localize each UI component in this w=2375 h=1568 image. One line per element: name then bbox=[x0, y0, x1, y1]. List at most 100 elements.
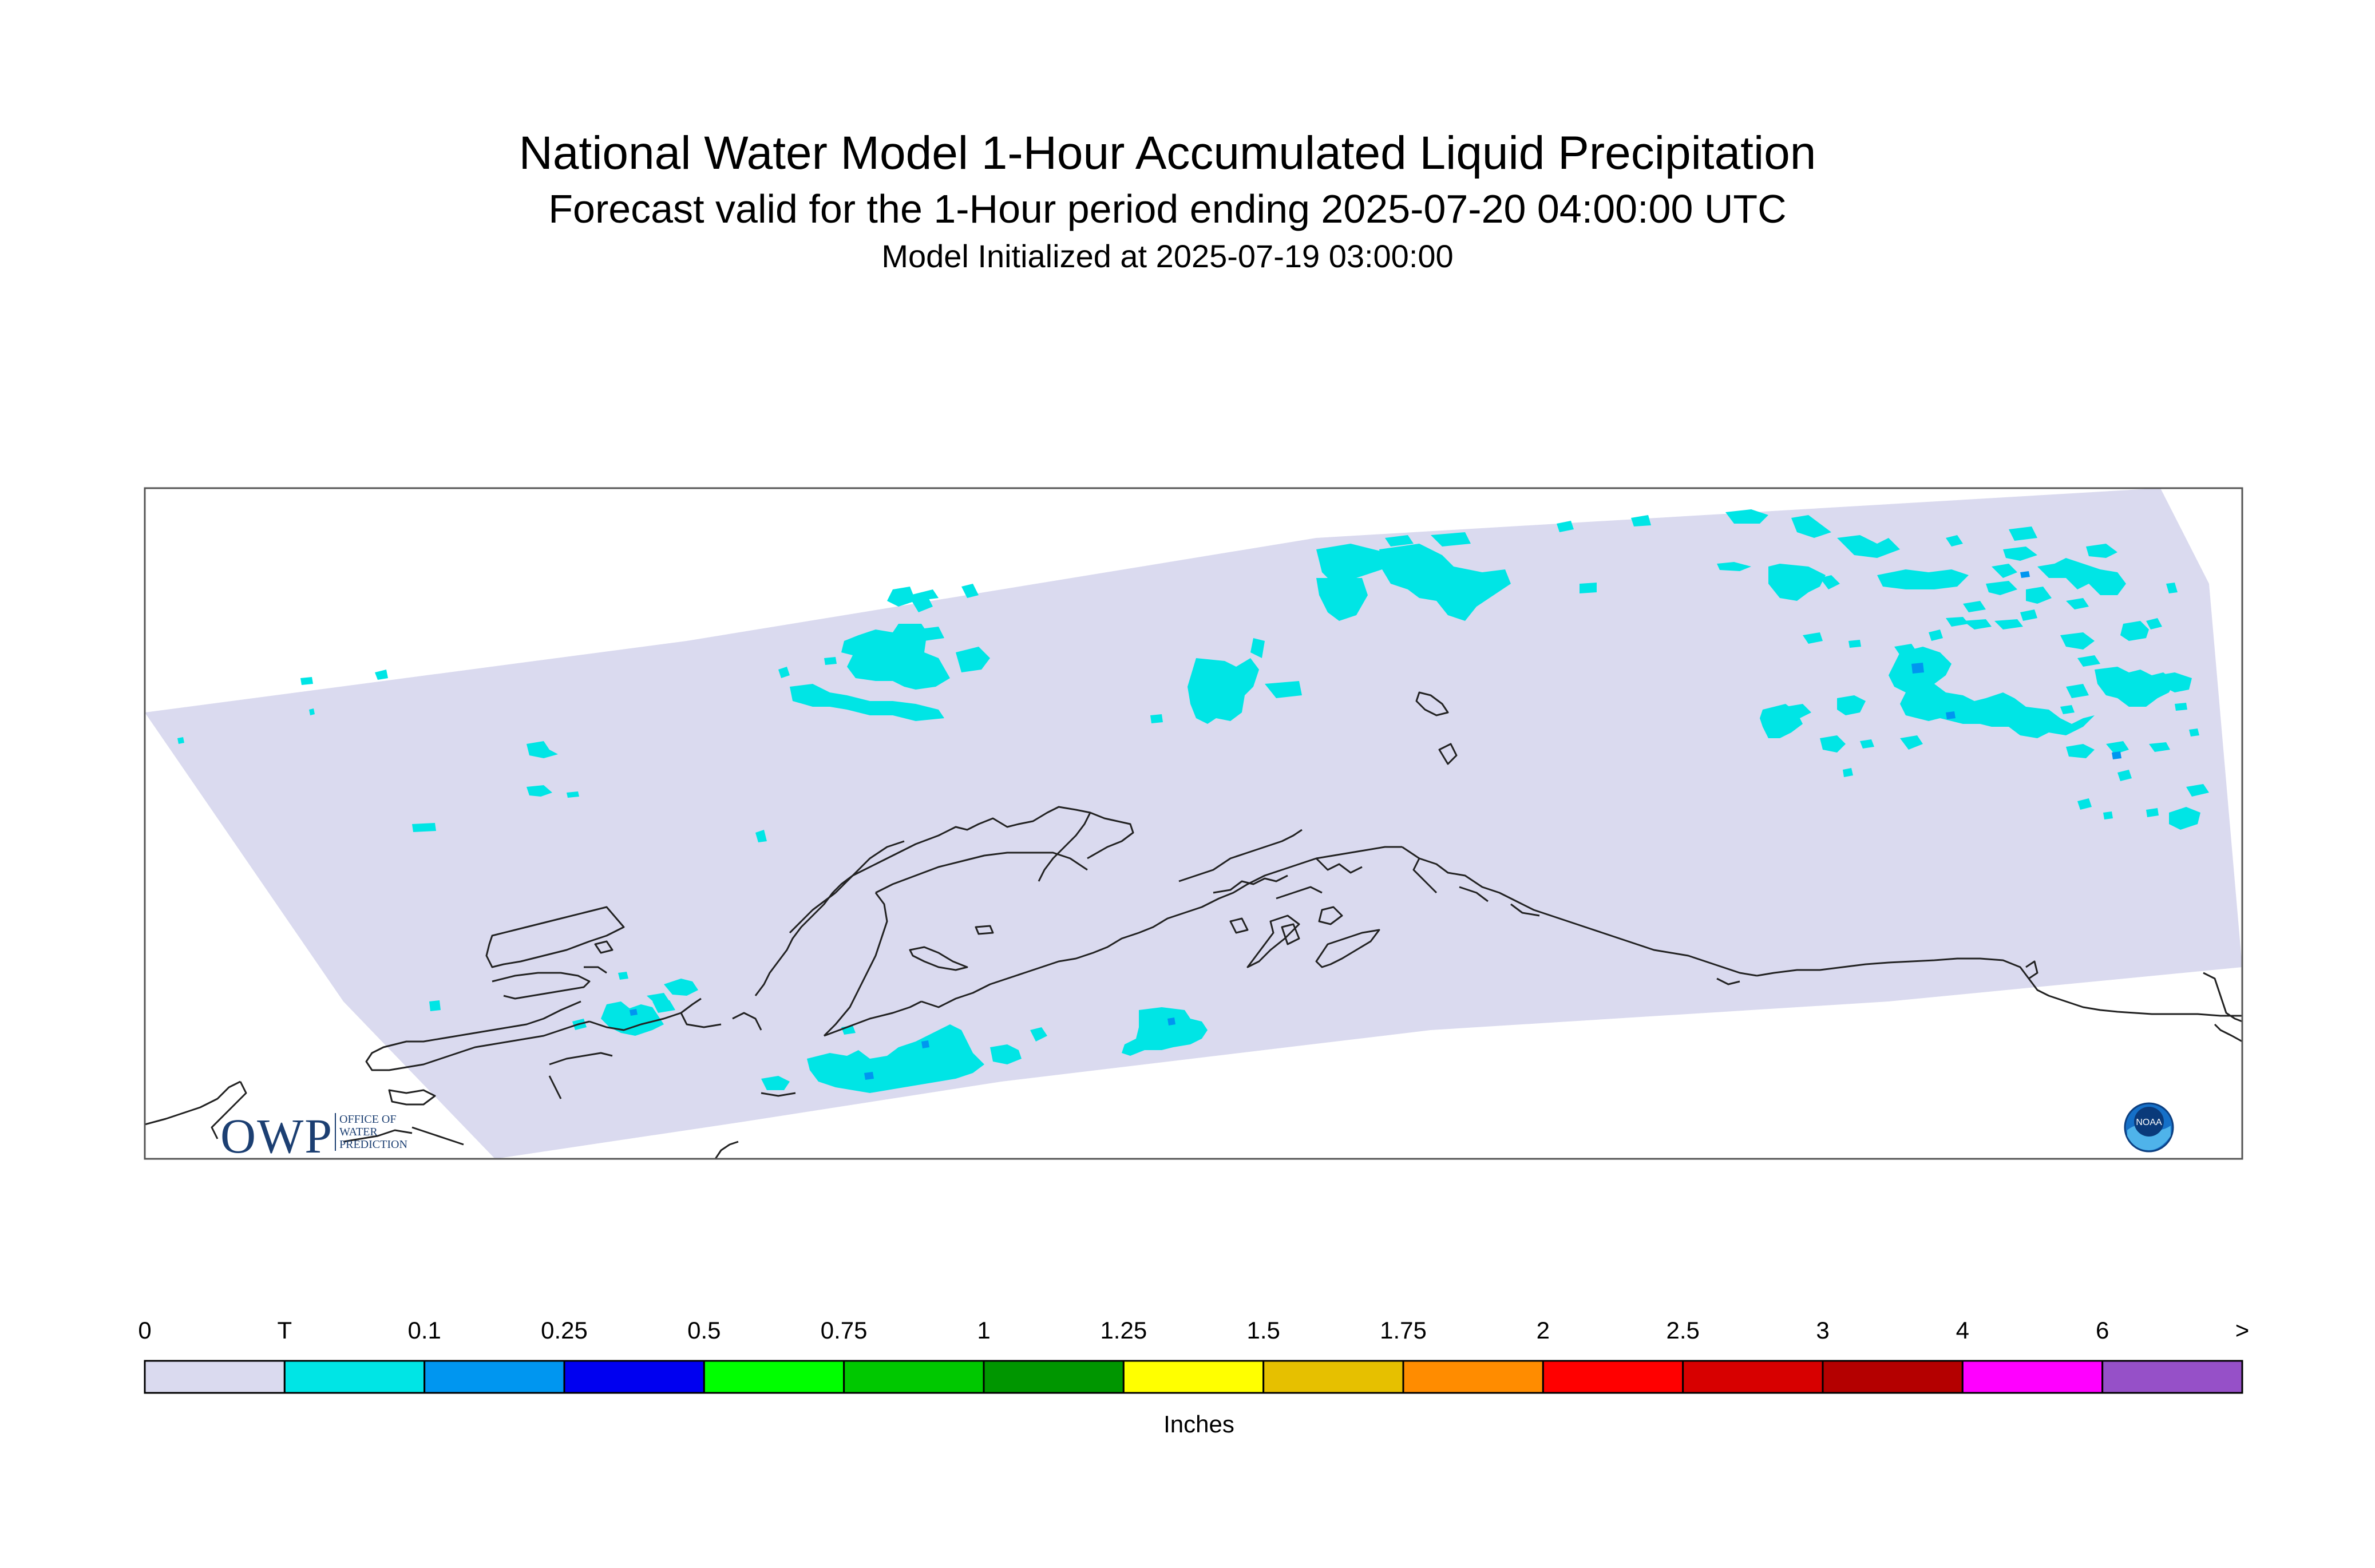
precip-cell bbox=[1631, 515, 1651, 526]
precip-cell bbox=[2175, 703, 2187, 711]
coastline bbox=[824, 1000, 922, 1037]
coastline bbox=[732, 1012, 762, 1031]
precip-cell bbox=[1820, 735, 1846, 753]
coastline bbox=[2214, 1023, 2242, 1043]
coastline bbox=[921, 846, 1402, 1008]
colorbar-tick-label: 0.75 bbox=[820, 1317, 868, 1344]
coastline bbox=[492, 972, 591, 1000]
coastline bbox=[411, 1126, 464, 1146]
colorbar-swatch bbox=[283, 1360, 426, 1394]
coastline bbox=[388, 1089, 436, 1106]
precip-cell bbox=[1992, 564, 2017, 578]
coastline bbox=[1229, 917, 1249, 934]
precip-cell bbox=[778, 667, 790, 678]
coastline bbox=[1276, 886, 1323, 900]
precip-cell bbox=[910, 589, 939, 601]
coastline bbox=[1281, 923, 1300, 945]
precip-cell bbox=[921, 1040, 929, 1048]
precip-cell bbox=[1911, 663, 1924, 674]
precip-cell bbox=[1786, 704, 1811, 718]
precip-cell bbox=[1167, 1017, 1175, 1025]
model-init-text: Model Initialized at 2025-07-19 03:00:00 bbox=[881, 238, 1454, 274]
precip-cell bbox=[1803, 632, 1823, 644]
precip-cell bbox=[2077, 798, 2092, 810]
precip-cell bbox=[2103, 811, 2113, 819]
precip-cell bbox=[824, 657, 837, 665]
coastline bbox=[680, 1012, 722, 1028]
coastline bbox=[1038, 812, 1091, 882]
colorbar-tick-label: T bbox=[277, 1317, 292, 1344]
colorbar-tick-label: > bbox=[2235, 1317, 2250, 1344]
colorbar-tick-label: 0.25 bbox=[541, 1317, 588, 1344]
coastline bbox=[485, 906, 625, 968]
precip-cell bbox=[300, 677, 313, 685]
precip-cell bbox=[1837, 695, 1866, 715]
coastline bbox=[754, 806, 1134, 996]
owp-line-3: PREDICTION bbox=[339, 1138, 407, 1151]
precip-trace-cells bbox=[177, 509, 2209, 1093]
owp-logo-text: OWP bbox=[220, 1108, 334, 1163]
coastline bbox=[875, 852, 1088, 894]
colorbar-swatch bbox=[2101, 1360, 2243, 1394]
precip-cell bbox=[618, 972, 628, 980]
coastline bbox=[1510, 903, 1540, 917]
coastline bbox=[2025, 960, 2038, 980]
coastline bbox=[584, 966, 607, 974]
precip-cell bbox=[2060, 705, 2075, 714]
precip-cell bbox=[1877, 569, 1969, 589]
coastline bbox=[1756, 957, 2242, 1017]
precip-cell bbox=[1725, 509, 1768, 524]
precip-cell bbox=[1837, 535, 1900, 558]
owp-logo-subtext: OFFICE OF WATER PREDICTION bbox=[335, 1113, 419, 1151]
precip-cell bbox=[807, 1024, 984, 1093]
colorbar-swatch bbox=[1822, 1360, 1964, 1394]
map-subtitle: Forecast valid for the 1-Hour period end… bbox=[548, 187, 1787, 231]
precip-cell bbox=[1820, 575, 1840, 589]
coastline bbox=[343, 1129, 413, 1143]
coastline bbox=[823, 892, 888, 1037]
precip-cell bbox=[527, 785, 552, 797]
precip-cell bbox=[375, 670, 388, 680]
precip-cell bbox=[2189, 728, 2199, 737]
colorbar-swatch bbox=[843, 1360, 985, 1394]
precip-cell bbox=[1122, 1007, 1208, 1056]
precip-cell bbox=[1768, 564, 1826, 601]
precip-cell bbox=[630, 1009, 638, 1016]
coastline bbox=[365, 1000, 590, 1071]
precip-cell bbox=[567, 791, 579, 798]
precip-cell bbox=[2060, 632, 2095, 650]
coastline bbox=[909, 946, 968, 971]
coastline bbox=[1315, 857, 1363, 874]
colorbar-tick-label: 0.5 bbox=[687, 1317, 721, 1344]
colorbar-units: Inches bbox=[1163, 1411, 1234, 1438]
colorbar-tick-label: 2 bbox=[1536, 1317, 1550, 1344]
colorbar-tick-label: 1.25 bbox=[1100, 1317, 1147, 1344]
owp-line-1: OFFICE OF bbox=[339, 1113, 397, 1126]
precip-cell bbox=[2066, 598, 2089, 609]
precip-cell bbox=[2003, 547, 2037, 561]
precip-cell bbox=[2037, 558, 2126, 595]
precip-cell bbox=[916, 627, 944, 641]
coastline bbox=[1246, 914, 1300, 968]
colorbar-swatch bbox=[1122, 1360, 1265, 1394]
precip-cell bbox=[2146, 618, 2162, 629]
colorbar-tick-label: 6 bbox=[2095, 1317, 2109, 1344]
precip-cell bbox=[1843, 768, 1853, 777]
precip-cell bbox=[429, 1000, 441, 1011]
precip-light-cells bbox=[630, 571, 2121, 1080]
precip-cell bbox=[864, 1072, 874, 1080]
coastline bbox=[549, 1052, 613, 1066]
precip-cell bbox=[2106, 741, 2129, 754]
noaa-logo: NOAA bbox=[2124, 1102, 2174, 1153]
precip-cell bbox=[2009, 526, 2037, 541]
map-frame bbox=[144, 487, 2243, 1160]
precip-cell bbox=[1946, 617, 1969, 627]
precip-cell bbox=[1848, 640, 1861, 648]
colorbar-swatch bbox=[1961, 1360, 2104, 1394]
colorbar-swatch bbox=[983, 1360, 1125, 1394]
colorbar-tick-label: 0.1 bbox=[407, 1317, 441, 1344]
precip-cell bbox=[1557, 521, 1574, 532]
precip-cell bbox=[1994, 619, 2023, 629]
precip-cell bbox=[990, 1044, 1022, 1064]
precip-cell bbox=[1929, 629, 1943, 641]
